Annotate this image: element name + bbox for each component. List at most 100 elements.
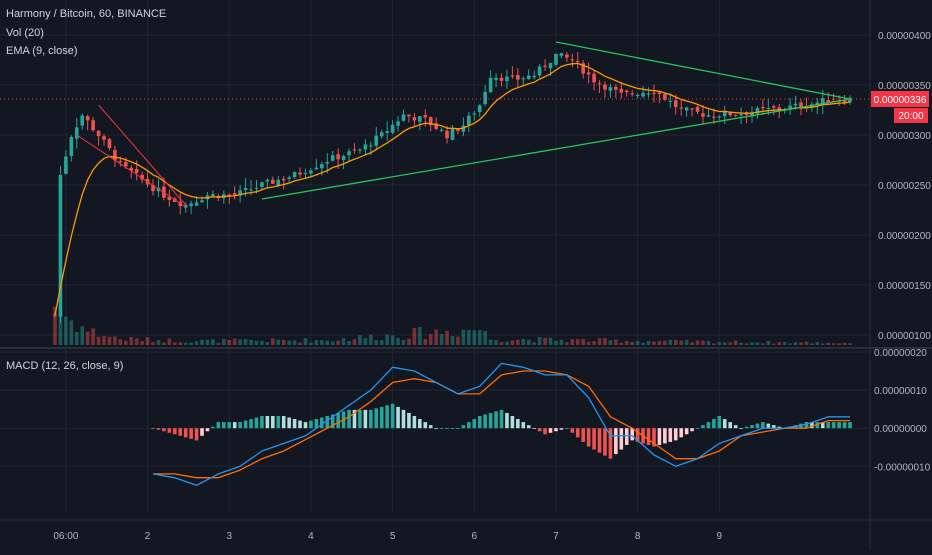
volume-bar [608,340,613,345]
volume-bar [728,342,733,345]
histogram-bar [423,422,428,429]
histogram-bar [581,428,585,442]
histogram-bar [831,422,836,429]
candle-body [695,106,700,112]
price-tick-label: 0.00000100 [878,331,931,342]
histogram-bar [494,411,498,429]
volume-bar [690,342,694,345]
volume-bar [222,338,226,345]
price-tick-label: 0.00000150 [878,281,931,292]
candle-body [848,97,852,103]
histogram-bar [679,428,683,438]
price-tick-label: 0.00000350 [878,81,931,92]
candle-body [249,189,253,191]
histogram-bar [227,422,232,429]
histogram-bar [842,422,847,429]
candle-body [657,92,662,94]
histogram-bar [684,428,689,435]
volume-bar [249,339,253,345]
candle-body [717,116,722,118]
candle-body [91,120,95,131]
legend-vol: Vol (20) [6,27,44,39]
histogram-bar [565,428,569,429]
histogram-bar [810,422,814,429]
time-tick-label: 8 [635,531,641,542]
candle-body [113,149,117,161]
histogram-bar [483,414,487,429]
volume-bar [303,338,308,345]
histogram-bar [477,416,482,429]
wedge-lower-line [76,134,186,208]
volume-bar [461,329,466,345]
histogram-bar [379,406,384,429]
volume-bar [510,340,515,345]
candle-body [543,65,547,67]
volume-bar [663,340,667,345]
histogram-bar [222,422,226,429]
candle-body [554,53,558,65]
histogram-bar [472,419,477,429]
candle-body [586,72,591,75]
volume-bar [428,334,433,345]
candle-body [265,179,270,182]
histogram-bar [826,422,831,429]
candle-body [401,114,406,121]
candle-body [74,127,79,139]
candle-body [494,77,498,80]
histogram-bar [374,408,379,429]
histogram-bar [815,422,820,429]
histogram-bar [309,420,313,429]
ema-line [54,62,851,316]
candle-body [652,92,656,94]
histogram-bar [521,422,526,429]
volume-bar [439,334,444,345]
volume-bar [532,342,536,345]
volume-bar [744,343,749,345]
candle-body [330,155,335,161]
volume-bar [140,341,144,345]
volume-bar [777,342,782,345]
candle-body [428,117,433,126]
candle-body [799,102,803,108]
candle-body [254,187,259,189]
time-tick-label: 7 [553,531,559,542]
volume-bar [505,341,509,345]
volume-bar [80,326,85,345]
price-tick-label: 0.00000400 [878,31,931,42]
volume-bar [292,340,297,345]
candle-body [58,174,63,317]
candle-body [456,129,460,131]
histogram-bar [467,422,471,429]
candle-body [85,116,90,121]
candle-body [635,94,640,96]
histogram-bar [777,426,782,429]
volume-bar [521,338,526,345]
candle-body [211,193,215,197]
histogram-bar [363,409,368,429]
volume-bar [630,341,634,345]
candle-body [396,121,400,126]
volume-bar [684,339,689,345]
volume-bar [826,342,831,345]
histogram-bar [390,403,395,429]
candle-body [379,132,384,137]
candle-body [102,136,106,140]
candle-body [352,149,357,151]
volume-bar [614,339,618,345]
candle-body [766,107,771,110]
histogram-bar [608,428,613,459]
histogram-bar [652,428,656,447]
histogram-bar [265,416,270,429]
volume-bar [211,339,215,345]
candle-body [320,164,324,169]
histogram-bar [211,426,215,429]
candle-body [641,92,645,97]
candle-body [559,53,564,56]
histogram-bar [439,428,444,429]
candle-body [565,54,569,58]
volume-bar [325,340,330,345]
histogram-bar [369,409,373,429]
histogram-bar [739,428,743,429]
